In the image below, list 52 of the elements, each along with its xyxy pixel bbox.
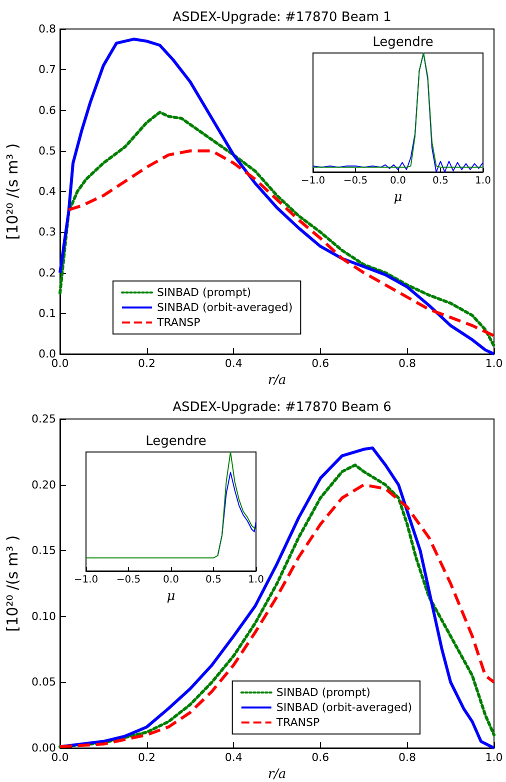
chart-title: ASDEX-Upgrade: #17870 Beam 6 bbox=[172, 400, 392, 415]
chart-title: Legendre bbox=[146, 434, 206, 449]
legend-label: SINBAD (orbit-averaged) bbox=[276, 701, 412, 714]
x-tick-label: 0.5 bbox=[206, 574, 222, 586]
x-tick-label: 0.5 bbox=[432, 176, 448, 186]
line-series bbox=[67, 149, 496, 338]
x-tick-label: −0.5 bbox=[116, 574, 141, 586]
y-tick-label: 0.2 bbox=[38, 266, 56, 280]
x-tick-label: 0.8 bbox=[398, 751, 416, 764]
x-tick-label: 0.0 bbox=[51, 357, 69, 370]
y-tick-label: 0.8 bbox=[38, 22, 56, 36]
legend-label: SINBAD (prompt) bbox=[157, 286, 252, 299]
x-tick-label: −1.0 bbox=[74, 574, 98, 586]
y-tick-label: 0.25 bbox=[32, 412, 56, 426]
y-tick-label: 0.20 bbox=[32, 478, 56, 492]
x-tick-label: 0.8 bbox=[398, 357, 416, 370]
chart-title: Legendre bbox=[372, 35, 434, 50]
x-tick-label: 0.4 bbox=[224, 357, 242, 370]
x-tick-label: 0.6 bbox=[312, 751, 330, 764]
x-tick-label: 1.0 bbox=[475, 176, 491, 186]
y-tick-label: 0.05 bbox=[32, 676, 56, 689]
x-tick-label: 0.0 bbox=[163, 574, 179, 586]
x-axis-title: r/a bbox=[268, 372, 286, 388]
x-tick-label: 0.6 bbox=[312, 357, 330, 370]
x-tick-label: 1.0 bbox=[248, 574, 264, 586]
x-tick-label: 0.2 bbox=[138, 357, 156, 370]
x-tick-label: −0.5 bbox=[343, 176, 368, 186]
x-tick-label: 0.0 bbox=[390, 176, 406, 186]
y-tick-label: 0.15 bbox=[32, 544, 56, 558]
legend-label: TRANSP bbox=[275, 716, 320, 729]
y-axis-title: [10²⁰ /(s m³ ) bbox=[4, 535, 22, 632]
y-tick-label: 0.7 bbox=[38, 63, 56, 76]
legend-label: TRANSP bbox=[156, 316, 201, 329]
legend-label: SINBAD (prompt) bbox=[276, 686, 370, 699]
x-axis-title: μ bbox=[166, 588, 176, 604]
chart-title: ASDEX-Upgrade: #17870 Beam 1 bbox=[172, 10, 392, 25]
y-tick-label: 0.1 bbox=[38, 306, 56, 320]
y-axis-title: [10²⁰ /(s m³ ) bbox=[4, 143, 22, 240]
x-tick-label: −1.0 bbox=[300, 176, 326, 186]
x-axis-title: μ bbox=[394, 190, 402, 205]
y-tick-label: 0.10 bbox=[32, 610, 56, 623]
y-tick-label: 0.4 bbox=[38, 185, 56, 198]
legend-label: SINBAD (orbit-averaged) bbox=[157, 301, 293, 314]
x-tick-label: 1.0 bbox=[485, 357, 503, 370]
x-tick-label: 0.0 bbox=[51, 751, 69, 764]
y-tick-label: 0.5 bbox=[38, 144, 56, 158]
y-tick-label: 0.6 bbox=[38, 104, 56, 117]
x-tick-label: 0.2 bbox=[138, 751, 156, 764]
x-tick-label: 1.0 bbox=[485, 751, 503, 764]
y-tick-label: 0.3 bbox=[38, 226, 56, 239]
x-axis-title: r/a bbox=[268, 766, 286, 782]
x-tick-label: 0.4 bbox=[224, 751, 242, 764]
